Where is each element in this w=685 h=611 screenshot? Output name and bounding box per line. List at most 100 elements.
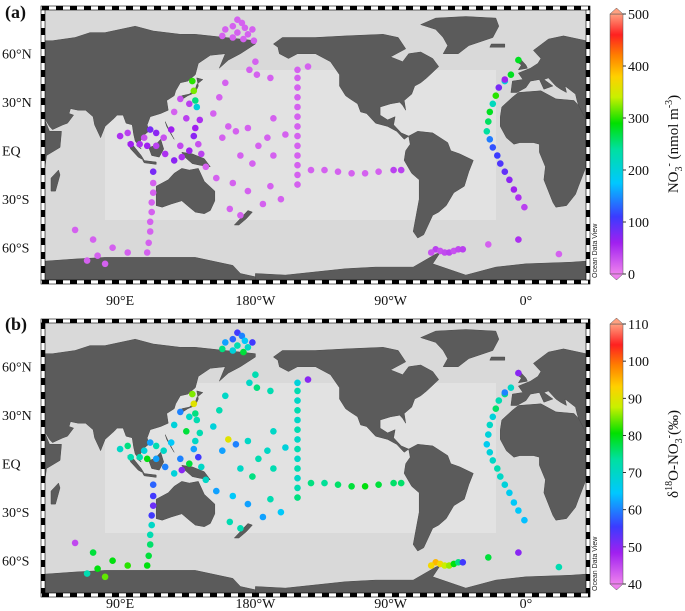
data-point: [222, 26, 229, 33]
data-point: [390, 166, 397, 174]
data-point: [149, 179, 157, 187]
data-point: [282, 444, 289, 451]
land-antarctica: [255, 252, 586, 280]
data-point: [304, 376, 312, 383]
data-point: [501, 76, 509, 83]
data-point: [149, 481, 157, 489]
land-australia: [155, 481, 216, 527]
data-point: [136, 140, 143, 148]
data-point: [495, 84, 503, 91]
data-point: [294, 455, 301, 463]
data-point: [294, 103, 301, 111]
data-point: [83, 570, 91, 577]
data-point: [241, 337, 249, 345]
data-point: [109, 244, 116, 251]
data-point: [361, 483, 369, 490]
frame-left: [40, 9, 46, 281]
land-samerica: [403, 444, 474, 552]
data-point: [294, 123, 301, 130]
data-point: [89, 549, 97, 556]
data-point: [294, 494, 301, 501]
data-point: [282, 131, 289, 138]
data-point: [192, 97, 199, 104]
data-point: [189, 77, 196, 85]
data-point: [189, 390, 196, 398]
colorbar: 500 400 300 200 100 0 NO3- (nmol m-3): [609, 7, 685, 283]
data-point: [177, 95, 184, 103]
land-africa: [500, 90, 586, 208]
data-point: [249, 473, 256, 480]
data-point: [145, 552, 152, 560]
data-point: [192, 437, 199, 445]
data-point: [515, 194, 522, 201]
data-point: [170, 108, 178, 116]
data-point: [485, 118, 492, 125]
y-tick-label: 60°S: [2, 242, 29, 257]
data-point: [515, 369, 522, 377]
data-point: [294, 74, 301, 82]
data-point: [252, 58, 259, 65]
colorbar-tick-label: 40: [628, 578, 642, 593]
data-point: [178, 153, 186, 161]
data-point: [202, 476, 210, 484]
panel-b: Ocean Data View (b) 60°N 30°N EQ 30°S 60°S 90°E…: [2, 314, 685, 611]
data-point: [486, 108, 494, 116]
data-point: [294, 152, 301, 159]
data-point: [195, 453, 202, 461]
data-point: [192, 410, 199, 417]
colorbar-tick-label: 0: [628, 268, 635, 283]
frame-right: [585, 9, 591, 281]
x-tick-label: 90°W: [374, 294, 408, 309]
data-point: [219, 134, 226, 141]
colorbar-gradient: [609, 323, 624, 585]
colorbar-tick-label: 500: [628, 8, 649, 23]
data-point: [136, 453, 143, 461]
data-point: [264, 134, 271, 141]
data-point: [307, 479, 315, 487]
data-point: [321, 166, 328, 174]
data-point: [495, 397, 503, 404]
data-point: [219, 447, 226, 455]
data-point: [267, 387, 274, 395]
data-point: [146, 531, 154, 539]
data-point: [193, 103, 201, 111]
data-point: [244, 124, 252, 132]
data-point: [507, 71, 515, 78]
data-point: [177, 408, 184, 416]
data-point: [294, 426, 301, 434]
data-point: [232, 441, 240, 448]
data-point: [375, 481, 382, 489]
data-point: [89, 236, 97, 243]
data-point: [294, 379, 301, 387]
data-point: [149, 502, 157, 510]
y-tick-label: 60°N: [2, 361, 32, 376]
data-point: [145, 239, 152, 247]
data-point: [244, 500, 252, 508]
colorbar-tick-label: 110: [628, 318, 648, 333]
x-tick-label: 90°W: [374, 597, 408, 611]
land-africa: [45, 119, 62, 168]
data-point: [124, 129, 131, 137]
colorbar-title: δ18O-NO3-(‰): [664, 410, 685, 498]
data-point: [146, 218, 154, 226]
x-tick-label: 90°E: [106, 597, 134, 611]
data-point: [521, 516, 528, 524]
data-point: [94, 252, 101, 259]
data-point: [459, 559, 467, 566]
data-point: [124, 442, 131, 450]
data-point: [237, 525, 244, 532]
land-madagascar: [50, 169, 61, 192]
data-point: [521, 203, 528, 211]
data-point: [202, 163, 210, 171]
data-point: [167, 126, 175, 133]
data-point: [489, 457, 497, 464]
colorbar-tick-label: 100: [628, 216, 649, 231]
data-point: [294, 445, 301, 453]
colorbar: 110 100 90 80 70 60 50 40 δ18O-NO3-(‰): [609, 317, 685, 593]
data-point: [143, 562, 151, 569]
data-point: [148, 521, 155, 529]
data-point: [177, 142, 184, 150]
data-point: [375, 168, 382, 175]
data-point: [225, 436, 232, 443]
land-samerica: [403, 131, 474, 239]
